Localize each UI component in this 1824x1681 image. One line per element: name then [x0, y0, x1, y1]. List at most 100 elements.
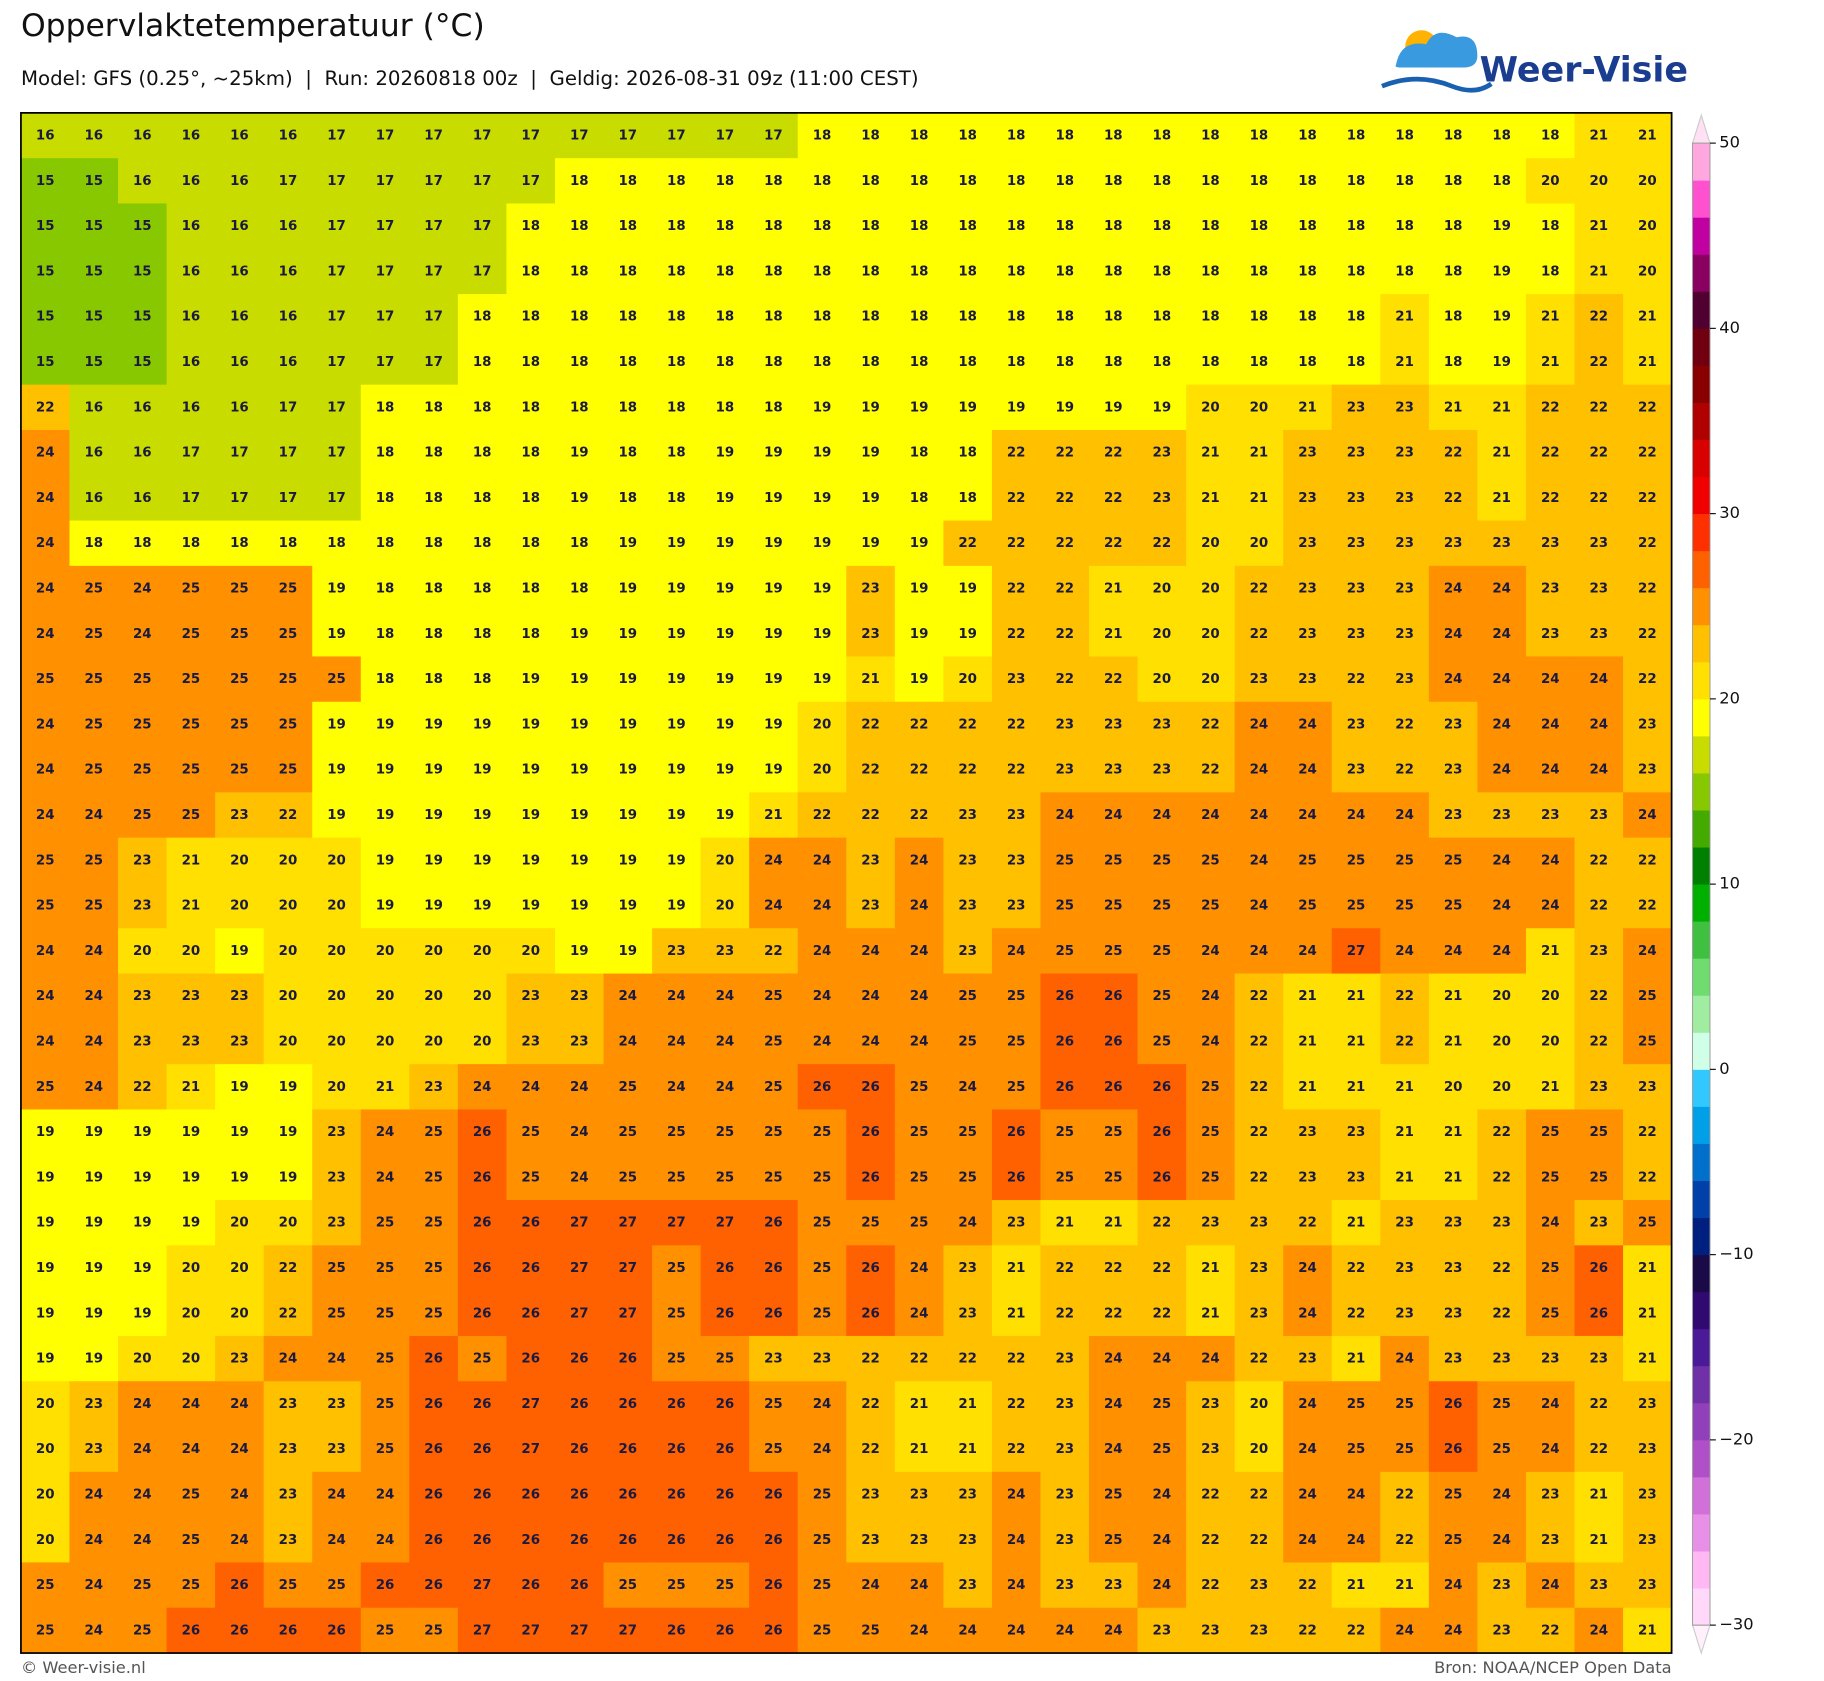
temperature-cell: [166, 294, 216, 341]
temperature-label: 18: [861, 174, 880, 189]
temperature-label: 19: [133, 1125, 152, 1140]
temperature-label: 19: [570, 491, 589, 506]
temperature-cell: [1186, 611, 1236, 658]
temperature-label: 25: [1104, 899, 1123, 914]
temperature-cell: [894, 701, 945, 748]
temperature-cell: [1574, 1018, 1624, 1065]
temperature-label: 23: [1541, 1352, 1560, 1367]
temperature-cell: [991, 928, 1042, 975]
temperature-label: 24: [1395, 808, 1414, 823]
map-cells: [20, 112, 1672, 1654]
temperature-label: 21: [1444, 400, 1463, 415]
temperature-label: 24: [1492, 944, 1511, 959]
temperature-label: 22: [1007, 763, 1026, 778]
temperature-cell: [1137, 792, 1187, 839]
temperature-cell: [457, 1018, 508, 1065]
temperature-label: 20: [1201, 536, 1220, 551]
temperature-label: 23: [1007, 853, 1026, 868]
temperature-cell: [991, 973, 1042, 1020]
temperature-label: 23: [1541, 1533, 1560, 1548]
colorbar-band: [1692, 735, 1710, 774]
temperature-cell: [894, 384, 945, 431]
temperature-cell: [263, 1562, 313, 1609]
temperature-label: 26: [861, 1261, 880, 1276]
temperature-cell: [894, 1381, 945, 1428]
temperature-label: 27: [619, 1623, 638, 1638]
temperature-label: 25: [182, 582, 201, 597]
temperature-cell: [1477, 248, 1527, 295]
temperature-cell: [1234, 973, 1284, 1020]
temperature-label: 16: [84, 491, 103, 506]
temperature-cell: [1186, 203, 1236, 250]
temperature-cell: [409, 928, 459, 975]
temperature-label: 20: [230, 853, 249, 868]
temperature-label: 19: [1492, 219, 1511, 234]
temperature-label: 23: [1444, 1261, 1463, 1276]
temperature-label: 23: [1589, 536, 1608, 551]
temperature-cell: [943, 475, 993, 522]
temperature-label: 26: [861, 1306, 880, 1321]
temperature-label: 19: [861, 400, 880, 415]
temperature-cell: [1574, 1064, 1624, 1111]
temperature-label: 24: [36, 536, 55, 551]
temperature-label: 23: [1298, 491, 1317, 506]
temperature-label: 18: [521, 582, 540, 597]
temperature-label: 18: [230, 536, 249, 551]
temperature-cell: [894, 1517, 945, 1564]
temperature-label: 20: [376, 989, 395, 1004]
temperature-cell: [1234, 1471, 1284, 1518]
colorbar-band: [1692, 587, 1710, 626]
temperature-label: 26: [1153, 1080, 1172, 1095]
temperature-label: 23: [1589, 627, 1608, 642]
temperature-label: 24: [1153, 1487, 1172, 1502]
temperature-label: 23: [1638, 763, 1657, 778]
temperature-cell: [943, 747, 993, 794]
temperature-label: 21: [1347, 1352, 1366, 1367]
temperature-cell: [943, 973, 993, 1020]
temperature-label: 24: [1444, 582, 1463, 597]
temperature-label: 18: [1298, 310, 1317, 325]
temperature-label: 25: [1153, 899, 1172, 914]
temperature-cell: [1234, 1154, 1284, 1201]
temperature-label: 19: [1153, 400, 1172, 415]
temperature-cell: [69, 112, 119, 159]
temperature-cell: [20, 203, 71, 250]
temperature-label: 25: [667, 1170, 686, 1185]
temperature-label: 17: [327, 174, 346, 189]
temperature-label: 24: [910, 853, 929, 868]
temperature-cell: [1283, 248, 1333, 295]
temperature-cell: [846, 837, 896, 884]
temperature-label: 18: [521, 536, 540, 551]
colorbar-band: [1692, 439, 1710, 478]
temperature-cell: [1525, 1335, 1576, 1382]
temperature-cell: [1428, 203, 1479, 250]
temperature-label: 16: [84, 446, 103, 461]
temperature-label: 23: [133, 853, 152, 868]
temperature-label: 18: [1298, 174, 1317, 189]
temperature-cell: [700, 112, 750, 159]
temperature-label: 19: [764, 491, 783, 506]
temperature-cell: [1380, 158, 1430, 205]
temperature-label: 25: [376, 1442, 395, 1457]
temperature-label: 26: [716, 1397, 735, 1412]
temperature-label: 22: [1395, 1487, 1414, 1502]
temperature-label: 21: [1638, 1352, 1657, 1367]
temperature-label: 19: [716, 491, 735, 506]
temperature-cell: [1331, 1064, 1382, 1111]
temperature-cell: [312, 339, 362, 386]
temperature-cell: [360, 475, 411, 522]
temperature-label: 19: [910, 400, 929, 415]
temperature-label: 19: [521, 853, 540, 868]
temperature-label: 26: [667, 1487, 686, 1502]
temperature-cell: [69, 882, 119, 929]
temperature-label: 18: [910, 219, 929, 234]
temperature-label: 20: [133, 1352, 152, 1367]
temperature-cell: [360, 1290, 411, 1337]
temperature-cell: [943, 928, 993, 975]
temperature-cell: [554, 1426, 605, 1473]
temperature-label: 18: [861, 219, 880, 234]
temperature-label: 26: [1007, 1125, 1026, 1140]
temperature-label: 19: [667, 627, 686, 642]
temperature-cell: [312, 1064, 362, 1111]
temperature-cell: [1089, 1517, 1139, 1564]
